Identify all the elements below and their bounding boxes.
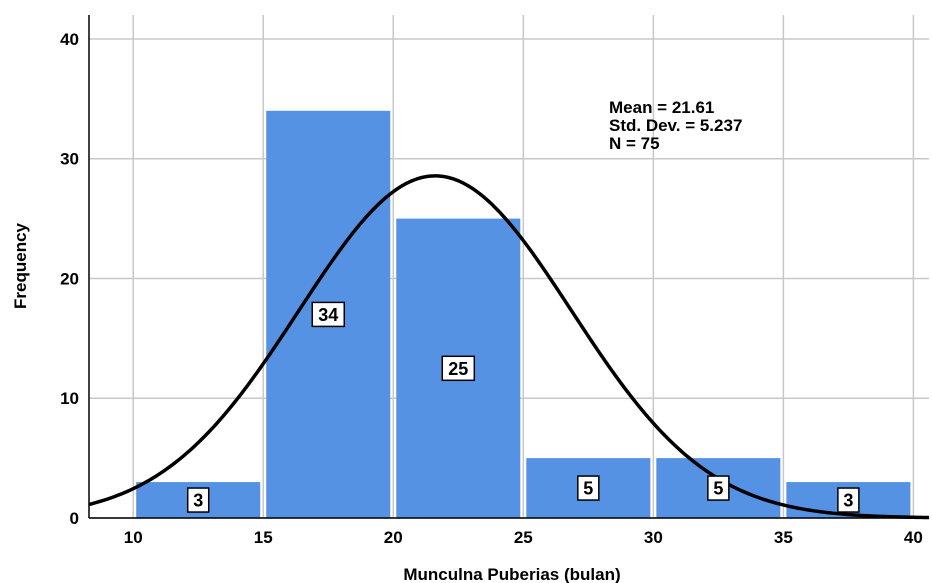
x-tick-label-6: 40: [904, 528, 923, 547]
y-tick-label-2: 20: [60, 269, 79, 288]
svg-text:5: 5: [583, 479, 593, 499]
y-tick-label-4: 40: [60, 30, 79, 49]
y-axis-title: Frequency: [11, 222, 30, 309]
svg-text:5: 5: [713, 479, 723, 499]
data-label-0: 3: [186, 487, 210, 513]
x-tick-label-3: 25: [514, 528, 533, 547]
data-label-3: 5: [577, 475, 600, 501]
x-tick-label-5: 35: [774, 528, 793, 547]
stat-line-0: Mean = 21.61: [609, 98, 714, 117]
axes: [88, 15, 929, 519]
y-tick-label-1: 10: [60, 389, 79, 408]
x-tick-label-2: 20: [384, 528, 403, 547]
x-tick-label-1: 15: [254, 528, 273, 547]
y-tick-label-3: 30: [60, 150, 79, 169]
svg-text:3: 3: [193, 491, 203, 511]
data-labels: 3 34 25 5 5 3: [186, 301, 860, 513]
data-label-2: 25: [441, 355, 476, 382]
svg-text:34: 34: [318, 305, 338, 325]
x-tick-label-0: 10: [124, 528, 143, 547]
stat-line-2: N = 75: [609, 134, 660, 153]
data-label-4: 5: [707, 475, 730, 501]
svg-text:3: 3: [843, 491, 853, 511]
y-tick-label-0: 0: [70, 509, 79, 528]
data-label-1: 34: [311, 301, 346, 328]
stat-line-1: Std. Dev. = 5.237: [609, 116, 742, 135]
normal-curve: [88, 174, 930, 520]
data-label-5: 3: [837, 487, 860, 513]
svg-text:25: 25: [448, 359, 468, 379]
x-axis-title: Munculna Puberias (bulan): [403, 565, 620, 583]
x-tick-label-4: 30: [644, 528, 663, 547]
